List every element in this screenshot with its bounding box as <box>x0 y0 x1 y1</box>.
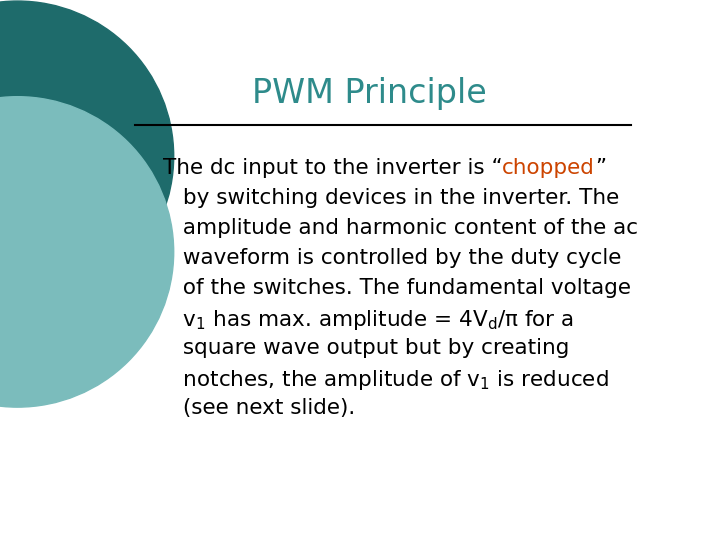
Text: of the switches. The fundamental voltage: of the switches. The fundamental voltage <box>176 278 631 298</box>
Text: The dc input to the inverter is “: The dc input to the inverter is “ <box>163 158 502 178</box>
Text: square wave output but by creating: square wave output but by creating <box>176 338 570 358</box>
Ellipse shape <box>0 97 174 407</box>
Text: waveform is controlled by the duty cycle: waveform is controlled by the duty cycle <box>176 248 622 268</box>
Text: ”: ” <box>595 158 606 178</box>
Text: (see next slide).: (see next slide). <box>176 398 356 418</box>
Text: $\mathregular{v_1}$ has max. amplitude = $\mathregular{4V_d/\pi}$ for a: $\mathregular{v_1}$ has max. amplitude =… <box>176 308 575 332</box>
Text: amplitude and harmonic content of the ac: amplitude and harmonic content of the ac <box>176 218 639 238</box>
Text: notches, the amplitude of $\mathregular{v_1}$ is reduced: notches, the amplitude of $\mathregular{… <box>176 368 609 392</box>
Text: PWM Principle: PWM Principle <box>251 77 487 110</box>
Ellipse shape <box>0 1 174 312</box>
Text: chopped: chopped <box>502 158 595 178</box>
Text: by switching devices in the inverter. The: by switching devices in the inverter. Th… <box>176 188 620 208</box>
